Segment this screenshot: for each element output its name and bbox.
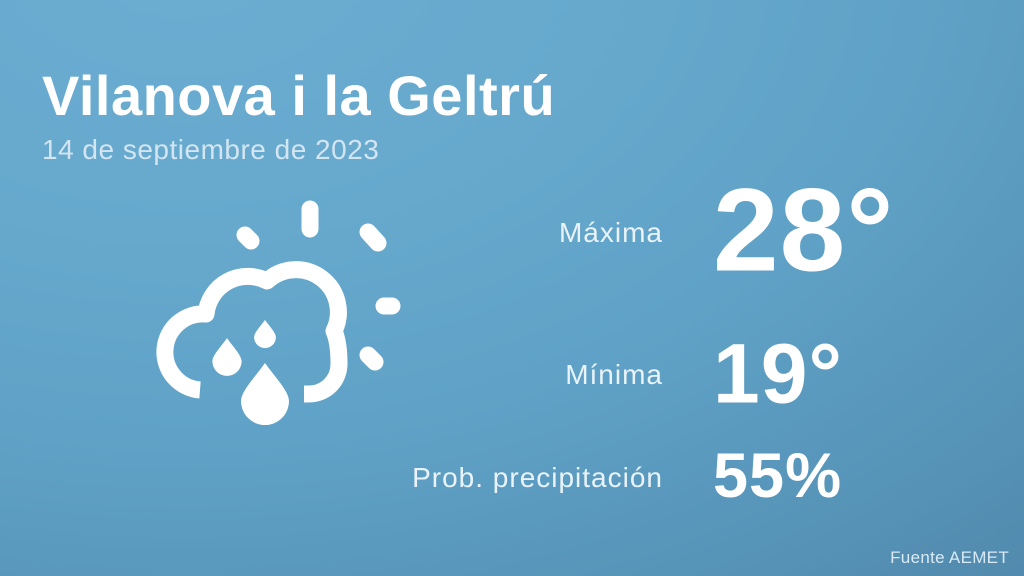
- min-temp-label: Mínima: [565, 359, 663, 390]
- precipitation-label: Prob. precipitación: [412, 461, 663, 493]
- min-temp-row: Mínima 19°: [0, 330, 1024, 420]
- max-temp-row: Máxima 28°: [0, 172, 1024, 290]
- min-temp-value: 19°: [713, 326, 844, 421]
- page-title: Vilanova i la Geltrú: [42, 64, 556, 127]
- sun-behind-rain-cloud-icon: [156, 200, 401, 426]
- precipitation-row: Prob. precipitación 55%: [0, 440, 1024, 515]
- header: Vilanova i la Geltrú 14 de septiembre de…: [42, 68, 555, 166]
- date-subtitle: 14 de septiembre de 2023: [42, 134, 380, 165]
- sun-rays-icon: [236, 200, 401, 371]
- cloud-outline-icon: [156, 261, 348, 403]
- max-temp-value: 28°: [713, 164, 895, 297]
- weather-icon-container: [148, 190, 440, 440]
- source-attribution: Fuente AEMET: [890, 548, 1009, 567]
- max-temp-label: Máxima: [558, 217, 663, 248]
- raindrops-icon: [212, 319, 289, 426]
- precipitation-value: 55%: [713, 440, 843, 511]
